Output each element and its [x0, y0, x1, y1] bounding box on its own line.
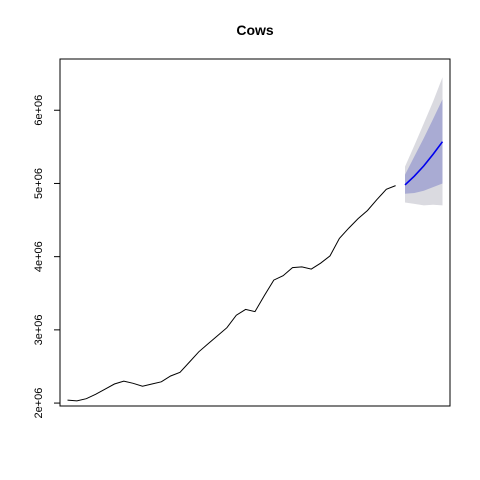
y-axis: 2e+06 3e+06 4e+06 5e+06 6e+06	[33, 95, 61, 419]
y-tick-label: 3e+06	[33, 314, 45, 345]
y-tick-label: 4e+06	[33, 241, 45, 272]
chart-title: Cows	[236, 22, 274, 38]
forecast-interval-bands	[405, 77, 443, 206]
series-line-history	[67, 185, 396, 402]
plot-box	[59, 58, 451, 407]
series-line-forecast	[404, 141, 444, 186]
y-tick-label: 2e+06	[33, 388, 45, 419]
series-lines	[67, 141, 444, 402]
y-tick-label: 5e+06	[33, 168, 45, 199]
y-tick-label: 6e+06	[33, 95, 45, 126]
interval-band-inner	[405, 99, 443, 194]
